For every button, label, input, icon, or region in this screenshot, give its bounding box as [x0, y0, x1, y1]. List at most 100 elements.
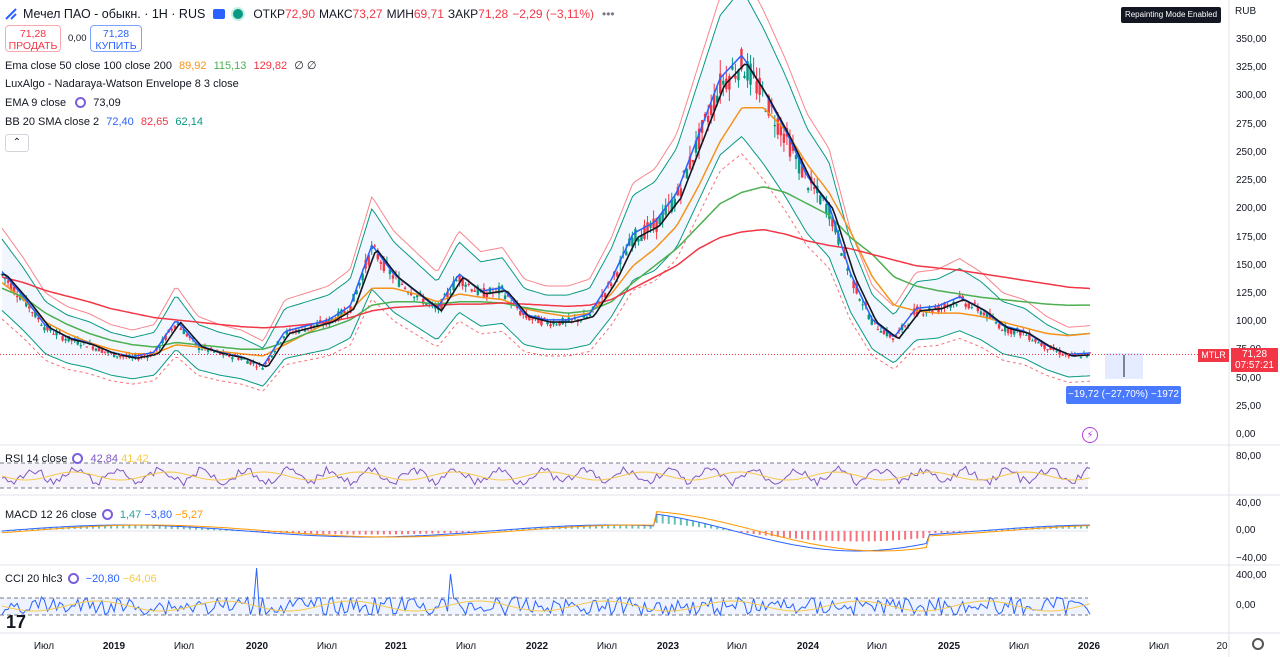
candle-body: [831, 218, 834, 227]
candle-body: [476, 286, 480, 295]
macd-legend-v2: −3,80: [144, 509, 173, 521]
cci-settings-icon[interactable]: [67, 573, 79, 584]
sell-button[interactable]: 71,28 ПРОДАТЬ: [5, 25, 61, 52]
symbol-title[interactable]: Мечел ПАО - обыкн. · 1H · RUS: [23, 7, 206, 21]
macd-legend[interactable]: MACD 12 26 close 1,47 −3,80 −5,27: [5, 509, 203, 521]
price-axis-label: 175,00: [1236, 231, 1267, 243]
candle-body: [67, 335, 70, 342]
macd-settings-icon[interactable]: [101, 509, 113, 520]
candle-body: [955, 304, 958, 306]
ema50-line: [1, 106, 1091, 357]
candle-body: [46, 324, 49, 331]
macd-histogram-bar: [819, 531, 822, 541]
ema9-line: [2, 63, 1091, 368]
candle-body: [12, 286, 16, 293]
candle-body: [473, 290, 476, 292]
macd-histogram-bar: [952, 531, 955, 533]
candle-body: [819, 195, 822, 205]
open-label: ОТКР: [253, 7, 285, 21]
candle-body: [146, 356, 149, 359]
candle-body: [928, 307, 931, 311]
candle-body: [719, 73, 722, 94]
macd-signal-line: [1, 511, 1091, 552]
currency-selector[interactable]: RUB: [1235, 6, 1257, 17]
market-status-icon[interactable]: [233, 9, 244, 19]
candle-body: [212, 351, 216, 353]
candle-body: [312, 325, 316, 327]
macd-histogram-bar: [364, 531, 367, 535]
chart-settings-icon[interactable]: [1252, 638, 1264, 650]
ema9-legend[interactable]: EMA 9 close 73,09: [5, 97, 125, 109]
candle-body: [646, 222, 649, 233]
price-axis-label: 300,00: [1236, 90, 1267, 102]
alert-bolt-icon[interactable]: ⚡: [1082, 427, 1098, 443]
candle-body: [391, 275, 395, 279]
candle-body: [894, 334, 898, 338]
lux-legend[interactable]: LuxAlgo - Nadaraya-Watson Envelope 8 3 c…: [5, 78, 243, 90]
macd-histogram-bar: [685, 519, 688, 526]
macd-histogram-bar: [455, 531, 458, 533]
candle-body: [206, 349, 210, 352]
price-axis-label: 100,00: [1236, 316, 1267, 328]
cci-legend[interactable]: CCI 20 hlc3 −20,80 −64,06: [5, 573, 157, 585]
rsi-line: [1, 465, 1091, 487]
macd-histogram-bar: [340, 531, 343, 535]
candle-body: [782, 133, 786, 143]
candle-body: [1058, 350, 1061, 355]
candle-body: [891, 338, 895, 340]
macd-histogram-bar: [934, 531, 937, 534]
candle-body: [1079, 357, 1083, 359]
candle-body: [252, 362, 255, 364]
buy-button[interactable]: 71,28 КУПИТЬ: [90, 25, 142, 52]
macd-histogram-bar: [643, 525, 646, 529]
cci-legend-v1: −20,80: [85, 573, 120, 585]
candle-body: [858, 299, 861, 301]
candle-body: [731, 66, 734, 70]
macd-histogram-bar: [358, 531, 361, 535]
more-icon[interactable]: •••: [602, 7, 615, 21]
candle-body: [949, 304, 952, 308]
indicator-settings-icon[interactable]: [75, 97, 87, 108]
candle-body: [319, 320, 322, 322]
rsi-settings-icon[interactable]: [72, 453, 84, 464]
bb-legend[interactable]: BB 20 SMA close 2 72,40 82,65 62,14: [5, 116, 207, 128]
candle-body: [1031, 340, 1034, 342]
camera-icon[interactable]: [213, 9, 226, 19]
macd-histogram-bar: [740, 531, 743, 533]
macd-histogram-bar: [516, 528, 519, 531]
price-axis-label: 125,00: [1236, 287, 1267, 299]
macd-histogram-bar: [140, 525, 143, 529]
time-axis-label: 2021: [384, 641, 408, 652]
rsi-legend[interactable]: RSI 14 close 42,84 41,42: [5, 453, 149, 465]
candle-body: [340, 309, 343, 317]
ema-legend[interactable]: Ema close 50 close 100 close 200 89,92 1…: [5, 59, 320, 72]
candle-body: [755, 81, 758, 94]
macd-histogram-bar: [758, 531, 761, 535]
bb-legend-v2: 82,65: [140, 116, 169, 128]
candle-body: [973, 302, 977, 304]
bb-legend-v3: 62,14: [175, 116, 203, 128]
macd-histogram-bar: [19, 529, 22, 531]
tradingview-logo-icon[interactable]: 17: [6, 612, 27, 632]
candle-body: [867, 314, 870, 320]
candle-body: [261, 368, 264, 370]
lux-legend-name: LuxAlgo - Nadaraya-Watson Envelope 8 3 c…: [5, 78, 239, 90]
candle-body: [358, 282, 361, 286]
macd-histogram-bar: [219, 529, 222, 531]
candle-body: [846, 268, 849, 271]
time-axis-label: Июл: [726, 641, 748, 652]
candle-body: [40, 324, 43, 326]
price-axis-label: 200,00: [1236, 203, 1267, 215]
collapse-legend-button[interactable]: ⌃: [5, 134, 29, 152]
macd-histogram-bar: [849, 531, 852, 542]
macd-histogram-bar: [182, 526, 185, 530]
candle-body: [367, 254, 370, 265]
candle-body: [852, 280, 855, 289]
macd-histogram-bar: [328, 531, 331, 535]
candle-body: [800, 165, 804, 178]
candle-body: [943, 302, 946, 308]
change-value: −2,29 (−3,11%): [512, 7, 595, 21]
bb-upper-line: [1, 0, 1091, 349]
macd-histogram-bar: [31, 528, 34, 531]
